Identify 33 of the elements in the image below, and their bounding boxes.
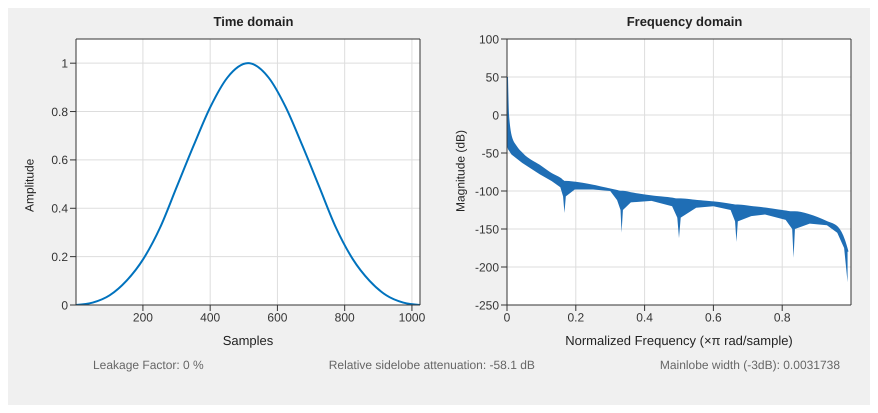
x-tick-label: 0.6 [705, 310, 722, 325]
chart-title: Time domain [212, 14, 294, 31]
x-axis-title: Samples [222, 333, 274, 348]
x-tick-label: 0 [504, 310, 511, 325]
text: Mainlobe width (-3dB): 0.0031738 [660, 358, 840, 372]
y-tick-label: -50 [482, 146, 500, 160]
y-tick-label: 1 [61, 56, 68, 70]
x-tick-label: 0.2 [567, 310, 584, 325]
y-tick-label: 0.8 [51, 104, 68, 119]
y-tick-label: 0 [61, 298, 68, 312]
x-tick-label: 800 [334, 310, 356, 325]
x-tick-label: 600 [267, 310, 288, 325]
y-tick-label: -150 [474, 222, 500, 236]
y-tick-label: 50 [486, 70, 500, 84]
y-axis-title: Magnitude (dB) [453, 130, 468, 212]
x-tick-label: 0.8 [774, 310, 791, 325]
x-tick-label: 400 [200, 310, 220, 325]
y-tick-label: 0.4 [51, 202, 68, 216]
x-tick-label: 200 [132, 310, 154, 325]
x-axis-title: Normalized Frequency (×π rad/sample) [565, 333, 793, 348]
y-tick-label: 0.6 [51, 153, 68, 168]
chart-title: Frequency domain [626, 14, 744, 31]
y-tick-label: -100 [474, 184, 500, 198]
y-tick-label: 100 [478, 32, 500, 46]
y-tick-label: -250 [474, 298, 500, 312]
y-tick-label: 0 [492, 108, 500, 122]
text: Relative sidelobe attenuation: -58.1 dB [328, 358, 535, 372]
y-tick-label: 0.2 [51, 250, 68, 264]
x-tick-label: 0.4 [636, 310, 654, 325]
y-axis-title: Amplitude [22, 158, 36, 212]
text: Leakage Factor: 0 % [93, 358, 204, 372]
y-tick-label: -200 [474, 260, 500, 274]
x-tick-label: 1000 [398, 310, 426, 325]
